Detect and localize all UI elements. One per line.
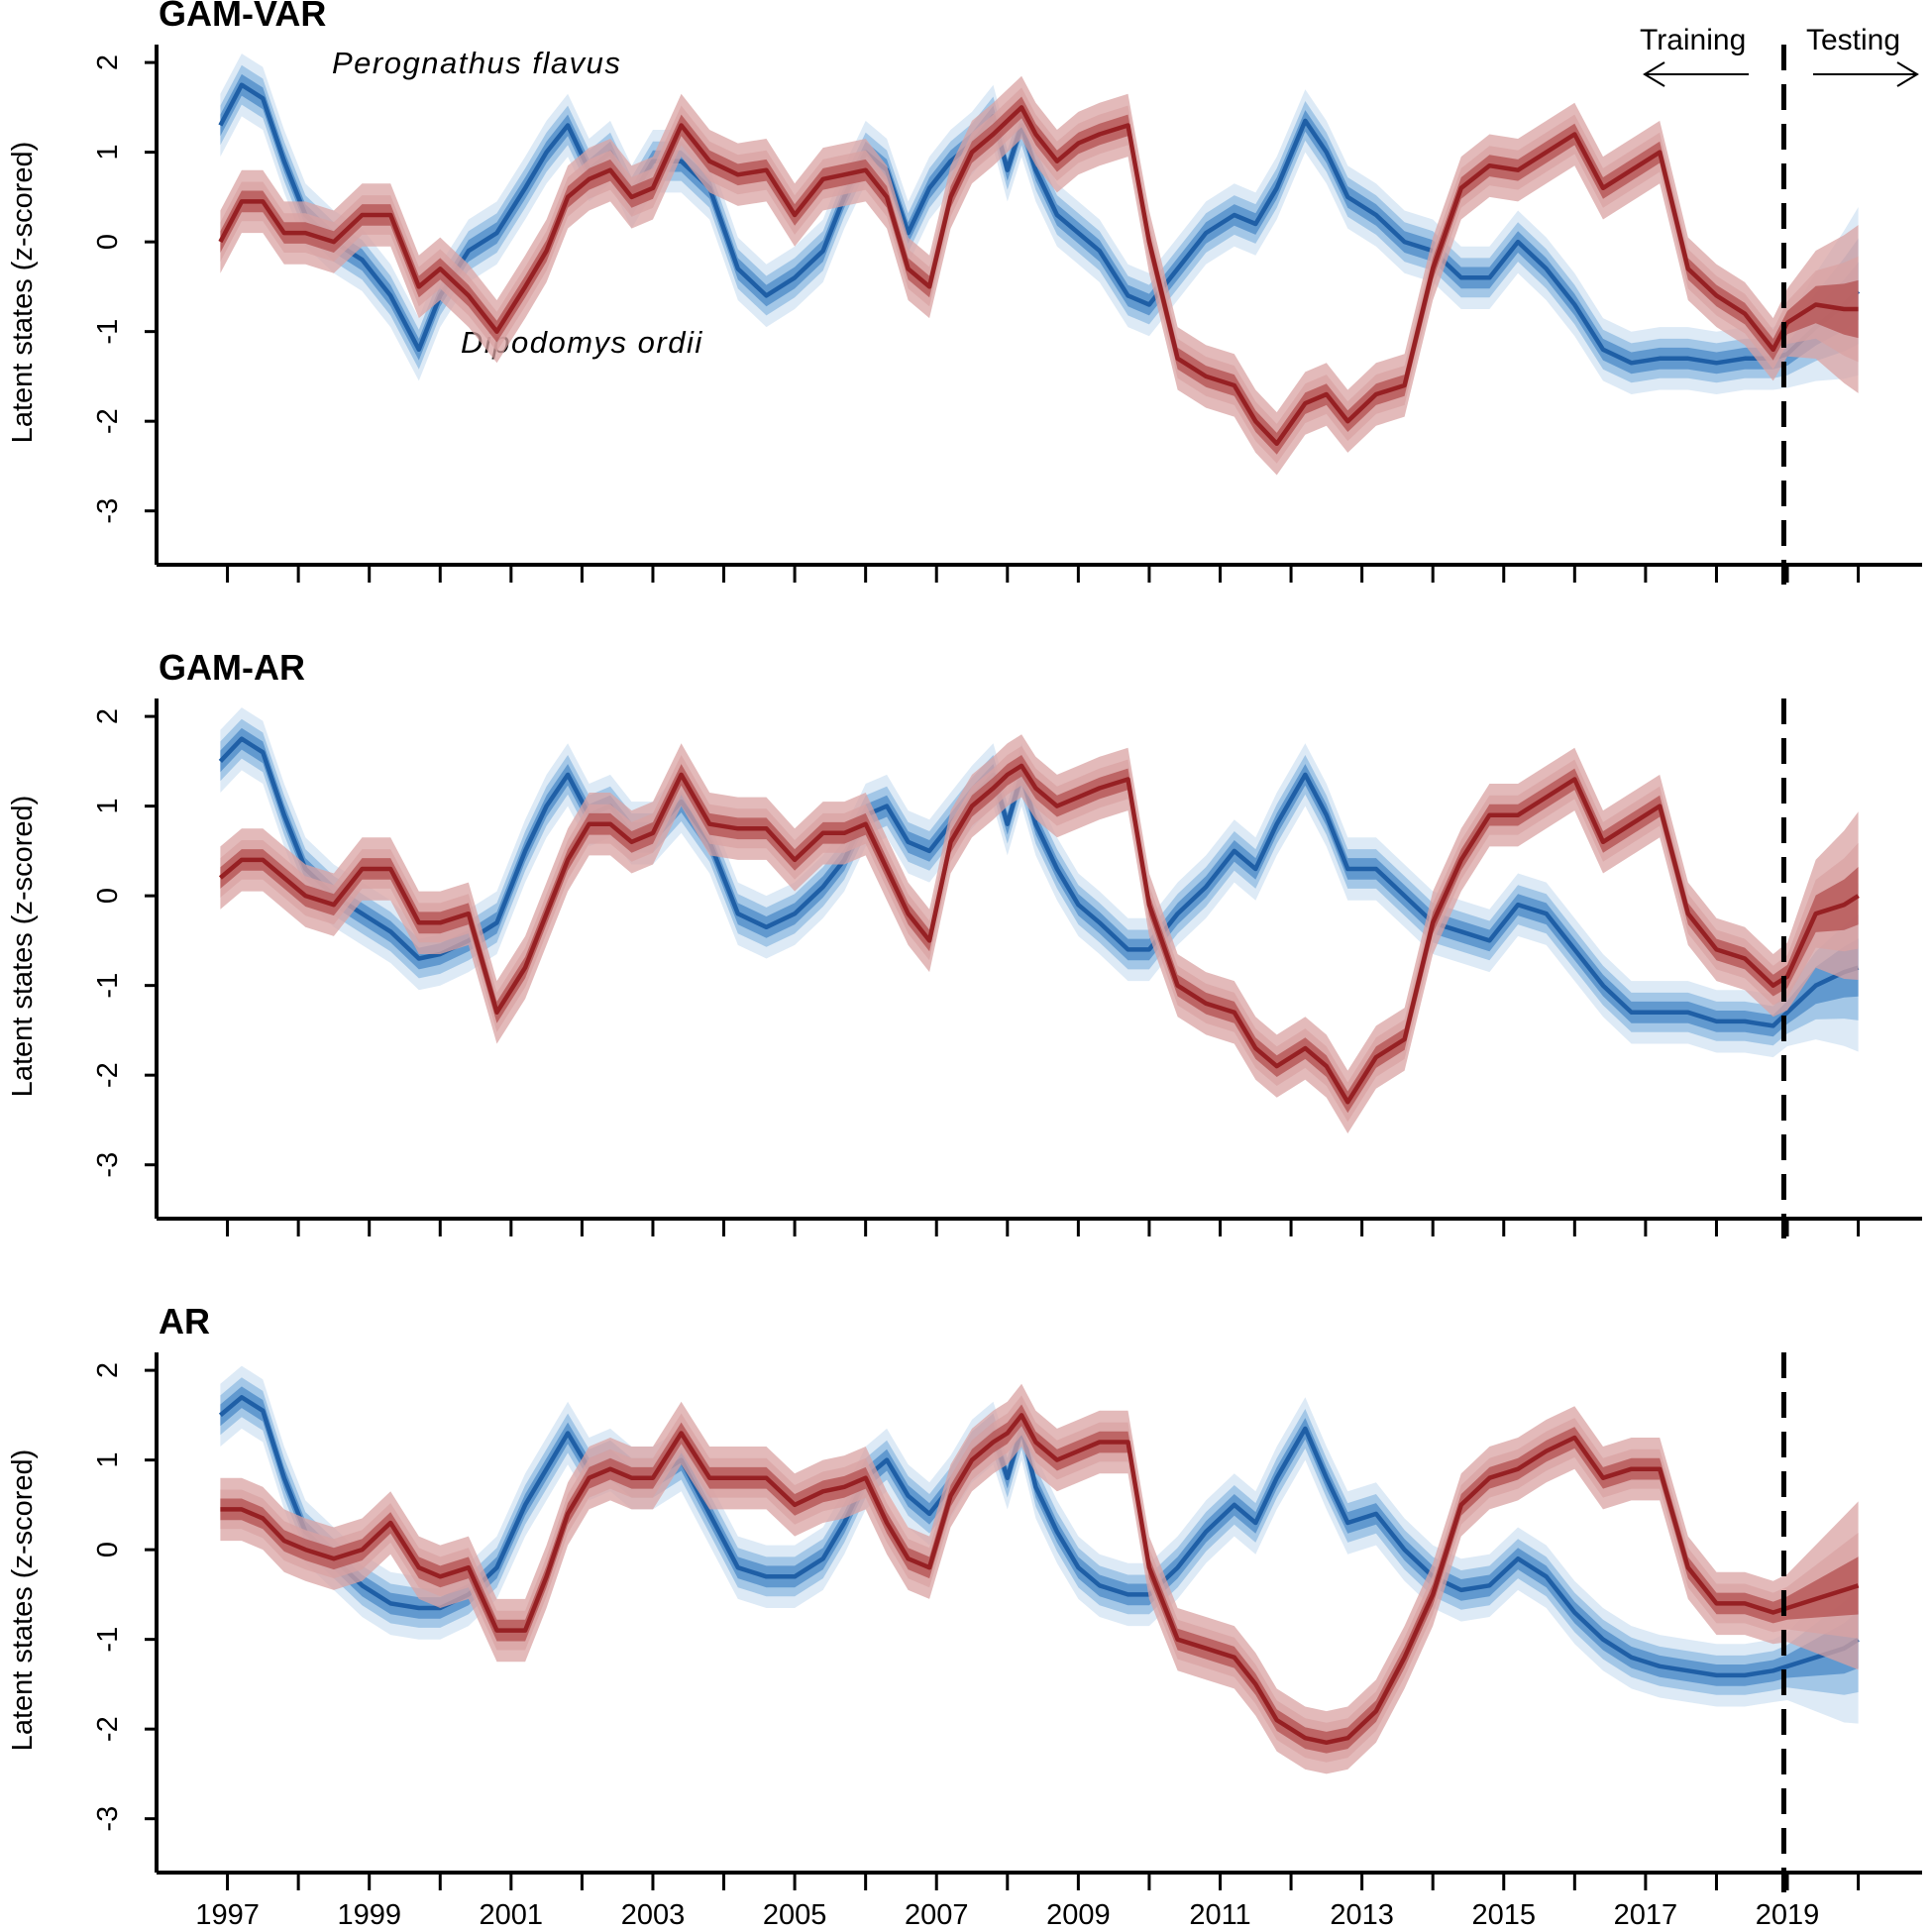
panel-title: GAM-AR: [159, 647, 305, 688]
x-tick-label: 2003: [621, 1899, 686, 1931]
x-tick-label: 2001: [480, 1899, 544, 1931]
plot-area: [218, 54, 1861, 476]
y-tick-label: 1: [92, 1452, 124, 1468]
panel-ar: AR Latent states (z-scored) -3 -2 -1 0 1 2 199…: [7, 1301, 1922, 1931]
x-tick-label: 1997: [195, 1899, 260, 1931]
uncertainty-band: [220, 727, 1859, 1037]
uncertainty-band: [220, 87, 1859, 464]
y-tick-label: -2: [92, 1062, 124, 1088]
x-tick-label: 2013: [1330, 1899, 1394, 1931]
series-line: [218, 763, 1860, 1105]
testing-label: Testing: [1806, 24, 1900, 56]
y-tick-label: 2: [92, 708, 124, 724]
plot-area: [218, 707, 1860, 1133]
y-tick-label: 0: [92, 1542, 124, 1557]
species-label-blue: Perognathus flavus: [332, 46, 621, 80]
uncertainty-band: [220, 755, 1859, 1114]
y-tick-label: 0: [92, 888, 124, 904]
y-tick-label: -1: [92, 973, 124, 999]
y-tick-label: 2: [92, 1362, 124, 1378]
panel-gam-var: GAM-VAR Latent states (z-scored) Perogna…: [7, 0, 1922, 585]
y-tick-label: -3: [92, 1806, 124, 1832]
training-arrow: [1643, 61, 1749, 87]
y-tick-label: 0: [92, 234, 124, 250]
panel-gam-ar: GAM-AR Latent states (z-scored) -3 -2 -1 0 1…: [7, 647, 1922, 1238]
y-tick-label: -3: [92, 1152, 124, 1178]
plot-area: [218, 1365, 1860, 1774]
x-tick-label: 2007: [905, 1899, 969, 1931]
series-line: [218, 82, 1861, 366]
y-tick-label: -3: [92, 498, 124, 524]
x-tick-label: 2019: [1756, 1899, 1820, 1931]
series-red: [218, 734, 1860, 1133]
training-label: Training: [1640, 24, 1746, 56]
series-red: [218, 75, 1859, 476]
y-tick-label: -2: [92, 408, 124, 434]
y-tick-label: 1: [92, 799, 124, 814]
x-tick-label: 2011: [1189, 1899, 1250, 1931]
panel-title: AR: [159, 1301, 210, 1342]
testing-arrow: [1813, 61, 1919, 87]
x-tick-label: 2015: [1472, 1899, 1537, 1931]
series-red: [220, 1383, 1860, 1774]
y-axis-label: Latent states (z-scored): [7, 796, 39, 1098]
y-tick-label: -2: [92, 1716, 124, 1742]
y-tick-label: 1: [92, 145, 124, 161]
y-axis-label: Latent states (z-scored): [7, 1449, 39, 1752]
x-tick-label: 2009: [1046, 1899, 1111, 1931]
y-tick-label: -1: [92, 319, 124, 345]
y-tick-label: -1: [92, 1627, 124, 1653]
x-tick-label: 2005: [763, 1899, 827, 1931]
x-tick-label: 2017: [1614, 1899, 1678, 1931]
y-axis-label: Latent states (z-scored): [7, 142, 39, 444]
panel-title: GAM-VAR: [159, 0, 326, 34]
y-tick-label: 2: [92, 54, 124, 70]
x-tick-label: 1999: [337, 1899, 401, 1931]
uncertainty-band: [220, 746, 1859, 1123]
uncertainty-band: [220, 96, 1859, 455]
series-line: [218, 105, 1859, 447]
series-line: [220, 1413, 1860, 1746]
series-blue: [218, 54, 1861, 394]
